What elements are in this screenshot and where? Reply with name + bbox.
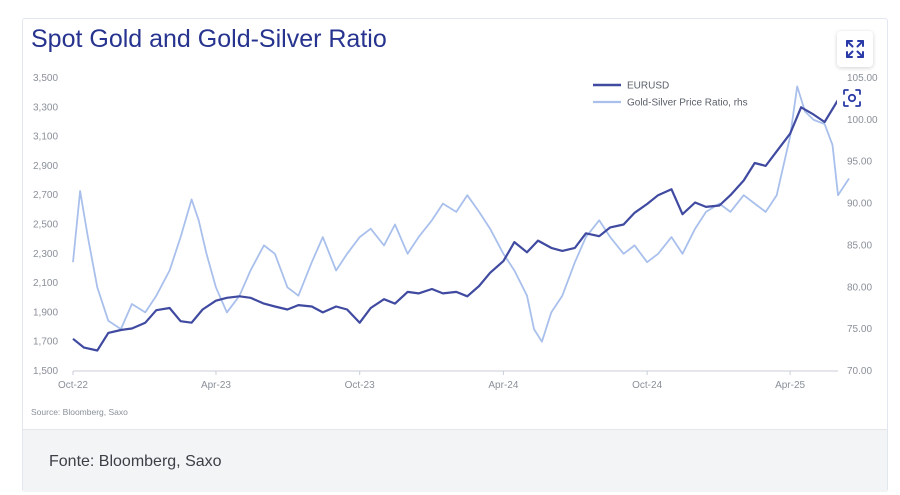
x-tick-label: Oct-23 [345,380,375,391]
chart-card: Spot Gold and Gold-Silver Ratio 1,500 1,7… [22,18,888,492]
y-right-tick-label: 75.00 [847,324,872,335]
caption-text: Fonte: Bloomberg, Saxo [49,453,222,470]
y-right-tick-label: 80.00 [847,282,872,293]
y-left-tick-label: 1,500 [33,366,58,377]
caption-footer: Fonte: Bloomberg, Saxo [23,429,887,492]
y-left-tick-label: 2,700 [33,190,58,201]
x-tick-label: Apr-24 [488,380,518,391]
source-note: Source: Bloomberg, Saxo [31,407,128,417]
legend-label: Gold-Silver Price Ratio, rhs [627,98,748,109]
y-left-tick-label: 1,700 [33,337,58,348]
series-line-eurusd [72,94,850,352]
y-left-tick-label: 2,500 [33,220,58,231]
y-left-tick-label: 3,300 [33,102,58,113]
y-right-tick-label: 95.00 [847,157,872,168]
y-right-tick-label: 100.00 [847,115,878,126]
y-right-tick-label: 105.00 [847,73,878,84]
x-tick-label: Apr-23 [201,380,231,391]
x-tick-label: Apr-25 [775,380,805,391]
y-right-tick-label: 85.00 [847,240,872,251]
expand-arrows-icon [846,40,864,58]
y-left-tick-label: 2,300 [33,249,58,260]
y-left-tick-label: 3,100 [33,132,58,143]
y-left-tick-label: 3,500 [33,73,58,84]
legend-label: EURUSD [627,81,669,92]
scan-button[interactable] [837,83,867,113]
x-tick-label: Oct-22 [58,380,88,391]
scan-focus-icon [843,89,861,107]
chart-title: Spot Gold and Gold-Silver Ratio [31,25,387,53]
y-left-tick-label: 2,100 [33,278,58,289]
y-left-tick-label: 2,900 [33,161,58,172]
y-left-tick-label: 1,900 [33,307,58,318]
y-right-tick-label: 70.00 [847,366,872,377]
x-tick-label: Oct-24 [632,380,662,391]
chart-svg: 1,500 1,700 1,900 2,100 2,300 2,500 2,700 2,900… [31,73,878,417]
series-line-gold-silver-ratio [72,85,850,343]
y-right-tick-label: 90.00 [847,199,872,210]
expand-button[interactable] [837,31,873,67]
